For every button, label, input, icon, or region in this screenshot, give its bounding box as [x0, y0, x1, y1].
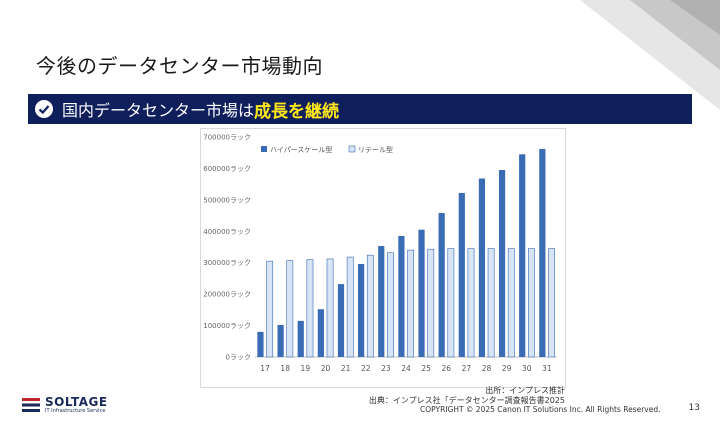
- brand-name: SOLTAGE: [45, 395, 108, 409]
- bar-retail: [266, 260, 274, 358]
- y-tick-label: 200000ラック: [203, 291, 251, 299]
- y-tick-label: 600000ラック: [203, 165, 251, 173]
- bar-hyperscale: [358, 263, 365, 357]
- bar-retail: [507, 248, 515, 358]
- bar-retail: [447, 248, 455, 358]
- bar-retail: [467, 248, 475, 358]
- y-tick-label: 300000ラック: [203, 259, 251, 267]
- x-tick-label: 25: [421, 364, 431, 373]
- x-tick-label: 23: [381, 364, 391, 373]
- check-circle-icon: [35, 100, 53, 118]
- x-tick-label: 28: [482, 364, 492, 373]
- y-tick-label: 100000ラック: [203, 322, 251, 330]
- x-tick-label: 27: [462, 364, 472, 373]
- banner-text: 国内データセンター市場は: [62, 101, 255, 120]
- soltage-logo-icon: [22, 398, 40, 412]
- bar-hyperscale: [539, 148, 546, 357]
- y-tick-label: 0ラック: [226, 354, 251, 362]
- x-tick-label: 20: [321, 364, 331, 373]
- x-tick-label: 26: [441, 364, 451, 373]
- source-estimate: 出所：インプレス推計: [485, 386, 565, 395]
- bar-hyperscale: [519, 154, 526, 357]
- bar-retail: [346, 256, 354, 358]
- x-tick-label: 18: [280, 364, 290, 373]
- bar-retail: [326, 258, 334, 358]
- page-title: 今後のデータセンター市場動向: [36, 54, 323, 78]
- bar-hyperscale: [257, 331, 264, 357]
- bar-retail: [286, 260, 294, 358]
- headline-banner: 国内データセンター市場は 成長を継続: [28, 94, 692, 124]
- soltage-logo: SOLTAGE IT Infrastructure Service: [22, 396, 108, 414]
- legend-label: ハイパースケール型: [270, 145, 332, 154]
- chart-container: 0ラック 100000ラック 200000ラック 300000ラック 400000ラック…: [200, 128, 566, 388]
- legend-label: リテール型: [358, 145, 393, 154]
- y-tick-label: 700000ラック: [203, 134, 251, 142]
- copyright-text: COPYRIGHT © 2025 Canon IT Solutions Inc.…: [420, 405, 661, 414]
- brand-tagline: IT Infrastructure Service: [45, 408, 106, 414]
- bar-retail: [527, 248, 535, 358]
- bar-hyperscale: [317, 309, 324, 357]
- bar-retail: [427, 248, 435, 358]
- page-number: 13: [688, 403, 700, 413]
- bar-hyperscale: [418, 229, 425, 357]
- x-tick-label: 19: [301, 364, 311, 373]
- x-tick-label: 29: [502, 364, 512, 373]
- bar-retail: [548, 248, 555, 358]
- bar-hyperscale: [297, 320, 304, 357]
- x-tick-label: 17: [260, 364, 270, 373]
- bar-hyperscale: [337, 284, 345, 357]
- bar-retail: [366, 254, 374, 358]
- bar-hyperscale: [277, 324, 284, 357]
- bar-hyperscale: [398, 236, 405, 357]
- bar-retail: [306, 259, 314, 358]
- bar-hyperscale: [478, 178, 486, 357]
- legend-swatch: [261, 146, 267, 152]
- bar-retail: [487, 248, 495, 358]
- corner-decoration: [580, 0, 720, 110]
- bar-chart: 0ラック 100000ラック 200000ラック 300000ラック 400000ラック…: [203, 134, 557, 373]
- bar-hyperscale: [438, 213, 445, 357]
- x-tick-label: 21: [341, 364, 351, 373]
- bar-hyperscale: [498, 170, 506, 357]
- banner-highlight: 成長を継続: [254, 101, 340, 122]
- x-tick-label: 24: [401, 364, 411, 373]
- x-tick-label: 30: [522, 364, 532, 373]
- bar-hyperscale: [378, 246, 385, 357]
- bar-retail: [387, 252, 394, 358]
- x-tick-label: 31: [542, 364, 552, 373]
- legend-swatch: [348, 145, 356, 153]
- source-origin: 出典：インプレス社「データセンター調査報告書2025: [368, 396, 565, 405]
- bar-retail: [407, 249, 414, 358]
- x-tick-label: 22: [361, 364, 371, 373]
- y-tick-label: 400000ラック: [203, 228, 251, 236]
- bar-hyperscale: [458, 192, 465, 357]
- y-tick-label: 500000ラック: [203, 196, 251, 204]
